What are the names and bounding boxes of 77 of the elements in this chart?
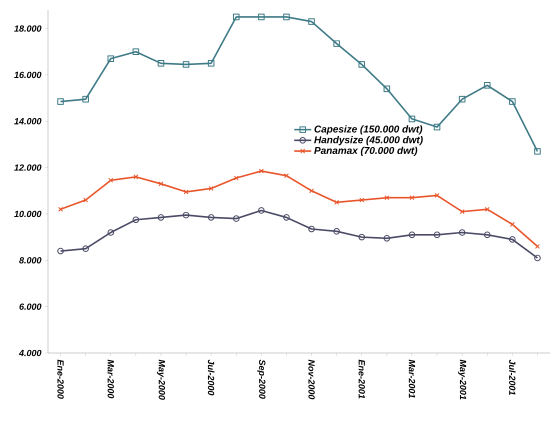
point (284, 173, 289, 178)
point (208, 186, 214, 191)
point (82, 245, 89, 252)
point (309, 188, 314, 194)
point (408, 232, 416, 238)
point (234, 176, 239, 180)
x-tick-label: Ene-2000 (57, 360, 64, 399)
point (484, 232, 491, 238)
y-tick-label: 16.000 (14, 72, 42, 78)
point (184, 189, 189, 194)
point (534, 148, 541, 155)
point (132, 48, 140, 56)
point (258, 168, 264, 174)
point (458, 96, 466, 103)
point (384, 195, 390, 200)
y-tick-label: 6.000 (19, 303, 42, 310)
point (484, 82, 491, 89)
point (409, 195, 414, 200)
point (107, 229, 114, 236)
x-tick-label: Jul-2001 (509, 360, 516, 395)
point (132, 216, 140, 224)
point (484, 206, 490, 212)
point (333, 40, 340, 47)
point (510, 222, 515, 227)
point (434, 192, 440, 198)
x-tick-label: Sep-2000 (257, 360, 266, 399)
point (408, 116, 416, 122)
x-tick-label: Ene-2001 (358, 360, 365, 398)
point (384, 234, 390, 242)
point (232, 215, 240, 222)
point (358, 234, 366, 240)
point (208, 60, 214, 67)
point (158, 214, 164, 221)
point (458, 229, 466, 236)
point (509, 236, 516, 243)
y-tick-label: 14.000 (14, 118, 42, 124)
y-tick-label: 12.000 (14, 164, 42, 171)
point (158, 60, 164, 67)
point (434, 124, 440, 130)
x-tick-label: Mar-2000 (108, 360, 114, 398)
point (182, 61, 190, 68)
point (359, 198, 364, 203)
point (82, 96, 89, 103)
y-tick-label: 18.000 (14, 25, 42, 32)
point (509, 98, 516, 105)
y-tick-label: 8.000 (19, 257, 42, 264)
point (283, 214, 290, 221)
x-tick-label: May-2000 (156, 360, 166, 400)
point (308, 18, 315, 25)
point (107, 55, 114, 62)
point (384, 86, 390, 92)
legend-label: Capesize (150.000 dwt) (314, 125, 422, 135)
point (208, 214, 214, 221)
point (158, 181, 164, 186)
point (83, 198, 88, 203)
point (434, 232, 440, 238)
x-tick-label: Nov-2000 (308, 360, 315, 400)
point (460, 209, 465, 214)
point (333, 228, 340, 235)
x-tick-label: Jul-2000 (208, 360, 214, 396)
point (258, 207, 265, 214)
x-tick-label: Mar-2001 (408, 360, 416, 398)
y-tick-label: 4.000 (18, 350, 42, 356)
point (308, 226, 315, 232)
legend-label: Handysize (45.000 dwt) (314, 136, 423, 146)
legend-label: Panamax (70.000 dwt) (314, 146, 418, 156)
point (258, 14, 265, 20)
point (358, 61, 366, 68)
point (283, 14, 290, 20)
point (232, 14, 240, 20)
point (133, 174, 138, 180)
y-tick-label: 10.000 (14, 210, 42, 218)
point (57, 98, 64, 105)
x-tick-label: May-2001 (458, 360, 466, 400)
point (334, 200, 340, 205)
point (108, 178, 114, 183)
point (182, 212, 190, 218)
